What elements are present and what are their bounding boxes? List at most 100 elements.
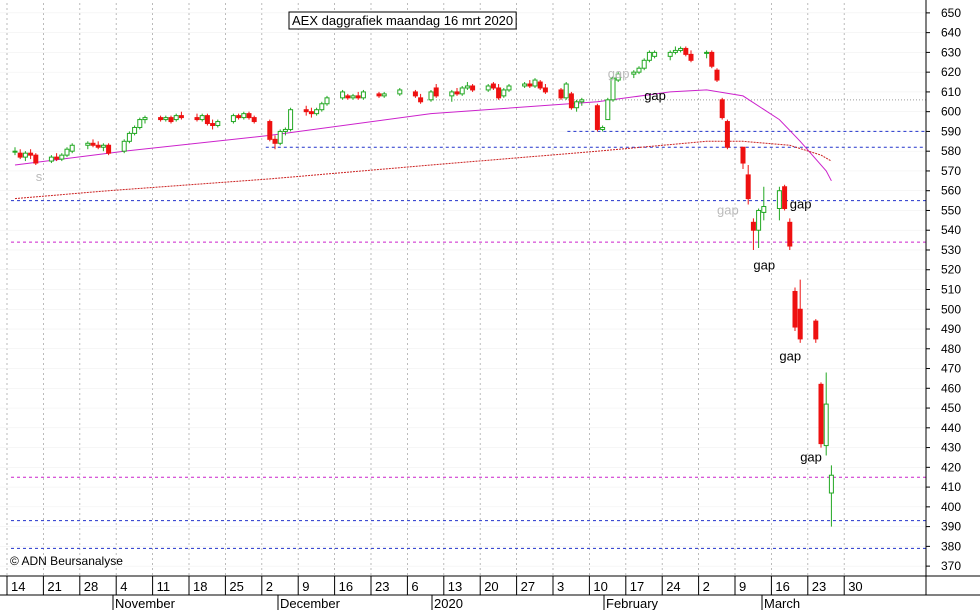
month-label: November bbox=[115, 596, 176, 610]
candle-body bbox=[428, 91, 434, 101]
y-tick-label: 410 bbox=[941, 480, 961, 494]
candle-body bbox=[464, 85, 470, 89]
month-label: 2020 bbox=[434, 596, 463, 610]
y-tick-label: 380 bbox=[941, 539, 961, 553]
candle-body bbox=[496, 87, 502, 99]
candle-body bbox=[678, 47, 684, 51]
candle-body bbox=[433, 87, 439, 97]
candle-body bbox=[381, 93, 387, 97]
candle-body bbox=[246, 113, 252, 119]
candle-body bbox=[454, 91, 460, 95]
x-tick-label: 9 bbox=[302, 579, 309, 594]
gap-annotation: gap bbox=[779, 349, 801, 364]
candle-body bbox=[818, 383, 824, 445]
x-tick-label: 23 bbox=[375, 579, 389, 594]
candle-body bbox=[714, 69, 720, 81]
candle-body bbox=[121, 140, 127, 152]
y-tick-label: 630 bbox=[941, 45, 961, 59]
x-tick-label: 2 bbox=[703, 579, 710, 594]
moving-averages bbox=[14, 89, 832, 200]
x-axis: 14 21 28 4 11 18 25 2 9 16 23 6 13 20 27 3 10 17 24 2 9 16 23 3… bbox=[0, 575, 980, 611]
candle-body bbox=[173, 115, 179, 121]
y-tick-label: 550 bbox=[941, 203, 961, 217]
candle-body bbox=[594, 105, 600, 130]
y-tick-label: 480 bbox=[941, 342, 961, 356]
support-resistance-lines bbox=[11, 99, 926, 549]
y-tick-label: 520 bbox=[941, 263, 961, 277]
y-tick-label: 620 bbox=[941, 65, 961, 79]
candle-body bbox=[85, 142, 91, 146]
candle-body bbox=[750, 221, 756, 231]
candle-body bbox=[282, 128, 288, 132]
candle-body bbox=[605, 99, 611, 121]
candle-body bbox=[137, 119, 143, 128]
candles bbox=[12, 46, 834, 527]
y-tick-label: 600 bbox=[941, 105, 961, 119]
y-tick-label: 390 bbox=[941, 520, 961, 534]
candle-body bbox=[194, 117, 200, 121]
candle-body bbox=[48, 156, 54, 162]
candle-body bbox=[106, 144, 112, 154]
candle-body bbox=[126, 132, 132, 142]
candle-body bbox=[69, 144, 75, 152]
y-tick-label: 460 bbox=[941, 381, 961, 395]
y-tick-label: 570 bbox=[941, 164, 961, 178]
candle-body bbox=[158, 117, 164, 121]
candle-body bbox=[210, 123, 216, 127]
candle-body bbox=[288, 109, 294, 130]
candle-body bbox=[178, 115, 184, 119]
candle-body bbox=[350, 95, 356, 99]
x-tick-label: 4 bbox=[120, 579, 127, 594]
candle-body bbox=[813, 320, 819, 340]
chart-title-box bbox=[288, 11, 517, 30]
month-label: December bbox=[280, 596, 341, 610]
candle-body bbox=[568, 93, 574, 109]
gap-annotation: gap bbox=[608, 66, 630, 81]
candle-body bbox=[652, 51, 658, 57]
candle-body bbox=[199, 115, 205, 121]
candle-body bbox=[563, 83, 569, 99]
candle-body bbox=[132, 126, 138, 134]
month-label: February bbox=[606, 596, 659, 610]
candle-body bbox=[485, 85, 491, 91]
candle-body bbox=[683, 47, 689, 55]
candle-body bbox=[828, 474, 834, 494]
candle-body bbox=[506, 85, 512, 91]
copyright-text: © ADN Beursanalyse bbox=[10, 554, 123, 568]
x-tick-label: 11 bbox=[157, 579, 171, 594]
x-tick-label: 16 bbox=[339, 579, 353, 594]
candle-body bbox=[33, 154, 39, 164]
y-tick-label: 650 bbox=[941, 6, 961, 20]
y-tick-label: 640 bbox=[941, 26, 961, 40]
candle-body bbox=[782, 186, 788, 209]
y-tick-label: 580 bbox=[941, 144, 961, 158]
candle-body bbox=[756, 209, 762, 231]
y-tick-label: 400 bbox=[941, 500, 961, 514]
candle-body bbox=[418, 97, 424, 103]
candle-body bbox=[272, 138, 278, 144]
candle-body bbox=[142, 117, 148, 121]
moving-average-line bbox=[14, 140, 832, 200]
x-tick-label: 28 bbox=[84, 579, 98, 594]
candle-body bbox=[631, 71, 637, 75]
candle-body bbox=[672, 49, 678, 53]
candle-body bbox=[251, 117, 257, 123]
x-tick-label: 10 bbox=[593, 579, 607, 594]
x-tick-label: 13 bbox=[448, 579, 462, 594]
y-tick-label: 510 bbox=[941, 283, 961, 297]
y-tick-label: 560 bbox=[941, 184, 961, 198]
y-tick-label: 530 bbox=[941, 243, 961, 257]
candle-body bbox=[17, 152, 23, 158]
candle-body bbox=[376, 93, 382, 97]
candle-body bbox=[776, 190, 782, 209]
candle-body bbox=[397, 89, 403, 95]
candle-body bbox=[28, 152, 34, 156]
x-tick-label: 17 bbox=[630, 579, 644, 594]
y-tick-label: 430 bbox=[941, 441, 961, 455]
candle-body bbox=[709, 51, 715, 67]
candle-body bbox=[532, 79, 538, 87]
candle-body bbox=[641, 59, 647, 69]
y-tick-label: 370 bbox=[941, 559, 961, 573]
candle-body bbox=[719, 99, 725, 119]
